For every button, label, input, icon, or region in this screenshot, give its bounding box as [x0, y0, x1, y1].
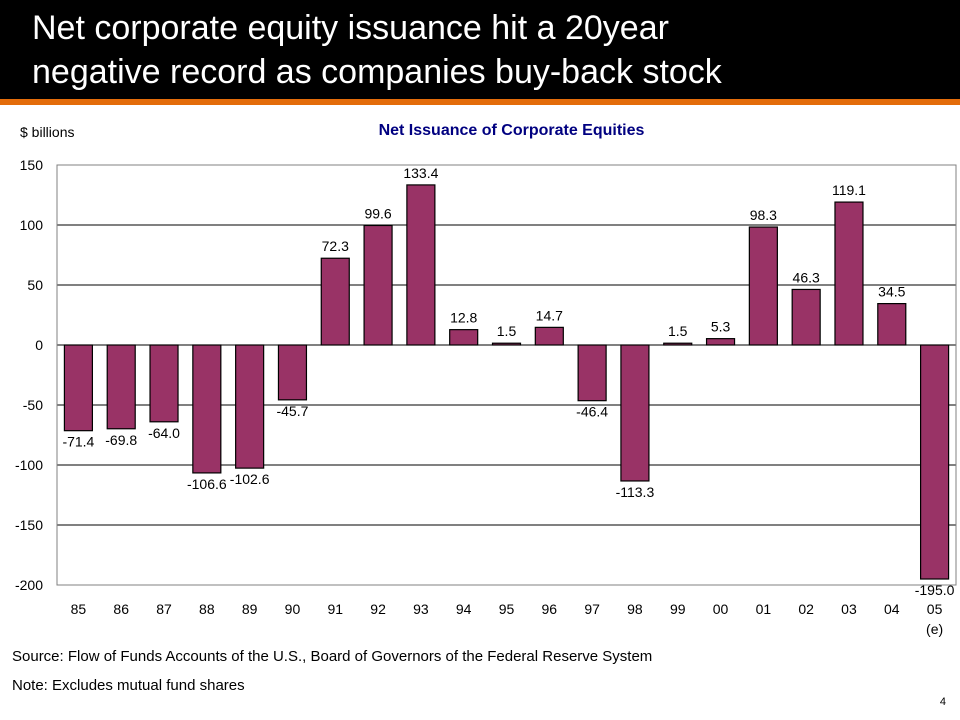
source-note: Source: Flow of Funds Accounts of the U.…	[12, 648, 653, 665]
plot-area-frame	[56, 164, 957, 586]
excludes-note: Note: Excludes mutual fund shares	[12, 677, 245, 694]
data-label-89: -102.6	[230, 471, 270, 487]
y-tick-label: 0	[35, 337, 43, 353]
bar-94	[449, 329, 479, 346]
x-tick-label-02: 02	[798, 601, 814, 617]
y-axis-unit-label: $ billions	[20, 124, 74, 140]
accent-divider	[0, 99, 960, 105]
net-issuance-bar-chart: Net Issuance of Corporate Equities $ bill…	[15, 122, 957, 637]
x-tick-label-95: 95	[499, 601, 515, 617]
x-tick-label-89: 89	[242, 601, 258, 617]
bar-04	[877, 303, 907, 346]
data-label-98: -113.3	[616, 484, 655, 500]
bar-96	[534, 326, 564, 346]
data-label-96: 14.7	[536, 307, 563, 323]
data-label-95: 1.5	[497, 323, 517, 339]
data-label-01: 98.3	[750, 207, 777, 223]
bar-97	[577, 344, 607, 402]
x-tick-label-04: 04	[884, 601, 900, 617]
bar-02	[791, 288, 821, 346]
slide-title-line-1: Net corporate equity issuance hit a 20ye…	[32, 9, 669, 47]
y-tick-label: 150	[20, 157, 44, 173]
data-label-86: -69.8	[105, 432, 137, 448]
x-tick-label-01: 01	[756, 601, 772, 617]
bar-01	[748, 226, 778, 346]
bar-98	[620, 344, 650, 482]
y-tick-label: 100	[20, 217, 44, 233]
bar-85	[63, 344, 94, 432]
y-tick-label: 50	[27, 277, 43, 293]
bar-91	[320, 257, 350, 346]
data-label-02: 46.3	[793, 269, 820, 285]
data-label-04: 34.5	[878, 284, 905, 300]
x-tick-label-87: 87	[156, 601, 172, 617]
data-label-97: -46.4	[576, 404, 608, 420]
data-label-90: -45.7	[276, 403, 308, 419]
data-label-92: 99.6	[364, 205, 391, 221]
data-label-05: -195.0	[915, 582, 955, 598]
x-tick-label-85: 85	[71, 601, 87, 617]
y-tick-label: -200	[15, 577, 43, 593]
x-tick-label-98: 98	[627, 601, 643, 617]
x-tick-label-91: 91	[327, 601, 343, 617]
bar-93	[406, 184, 436, 346]
bar-95	[491, 342, 522, 346]
x-tick-label-86: 86	[113, 601, 129, 617]
x-tick-label-97: 97	[584, 601, 600, 617]
data-label-99: 1.5	[668, 323, 688, 339]
x-tick-label-00: 00	[713, 601, 729, 617]
bar-05	[919, 344, 950, 580]
bar-00	[705, 338, 736, 346]
x-tick-label-03: 03	[841, 601, 857, 617]
x-tick-label-05: 05	[927, 601, 943, 617]
slide-title-line-2: negative record as companies buy-back st…	[32, 53, 722, 91]
bar-89	[235, 344, 265, 469]
y-tick-label: -150	[15, 517, 43, 533]
x-tick-label-90: 90	[285, 601, 301, 617]
y-tick-label: -100	[15, 457, 43, 473]
x-tick-label-94: 94	[456, 601, 472, 617]
y-tick-label: -50	[23, 397, 43, 413]
x-tick-label-96: 96	[542, 601, 558, 617]
x-tick-sublabel-05: (e)	[926, 621, 943, 637]
title-bar: Net corporate equity issuance hit a 20ye…	[0, 0, 960, 99]
data-label-91: 72.3	[322, 238, 349, 254]
data-label-94: 12.8	[450, 310, 477, 326]
bar-99	[663, 342, 693, 346]
chart-title: Net Issuance of Corporate Equities	[379, 122, 645, 139]
bar-90	[277, 344, 308, 401]
bar-87	[149, 344, 179, 423]
x-tick-label-99: 99	[670, 601, 686, 617]
x-tick-label-92: 92	[370, 601, 386, 617]
bar-88	[192, 344, 222, 474]
bar-03	[834, 201, 864, 346]
data-label-00: 5.3	[711, 319, 731, 335]
data-label-87: -64.0	[148, 425, 180, 441]
x-tick-label-88: 88	[199, 601, 215, 617]
data-label-03: 119.1	[832, 182, 866, 198]
data-label-85: -71.4	[62, 434, 94, 450]
data-label-88: -106.6	[187, 476, 227, 492]
data-label-93: 133.4	[403, 165, 438, 181]
bar-92	[363, 224, 393, 346]
slide-number: 4	[939, 696, 946, 708]
bar-86	[106, 344, 136, 430]
x-tick-label-93: 93	[413, 601, 429, 617]
